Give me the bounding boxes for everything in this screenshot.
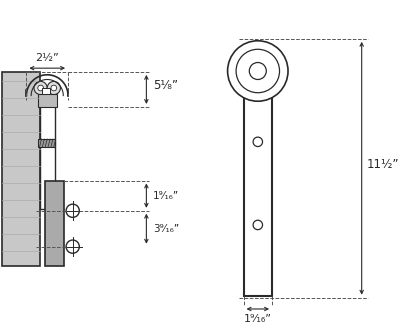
Circle shape [66, 204, 79, 217]
Text: 1⁹⁄₁₆”: 1⁹⁄₁₆” [244, 314, 272, 324]
Circle shape [51, 85, 57, 91]
Circle shape [253, 137, 262, 147]
Text: 11½”: 11½” [366, 158, 399, 171]
Circle shape [34, 81, 47, 95]
Circle shape [249, 63, 266, 80]
Circle shape [253, 220, 262, 230]
Circle shape [66, 240, 79, 253]
Text: 2½”: 2½” [35, 54, 59, 64]
Bar [38, 139, 55, 147]
Circle shape [38, 85, 44, 91]
Text: 1⁹⁄₁₆”: 1⁹⁄₁₆” [153, 191, 179, 201]
Bar [45, 180, 64, 265]
Text: 5¹⁄₈”: 5¹⁄₈” [153, 79, 178, 92]
Bar [40, 96, 55, 209]
Bar [42, 88, 50, 94]
Text: 3⁹⁄₁₆”: 3⁹⁄₁₆” [153, 224, 179, 234]
Circle shape [47, 81, 60, 95]
Bar [38, 94, 57, 107]
Bar [2, 72, 40, 265]
Circle shape [228, 41, 288, 101]
Bar [244, 50, 272, 296]
Circle shape [236, 49, 280, 93]
